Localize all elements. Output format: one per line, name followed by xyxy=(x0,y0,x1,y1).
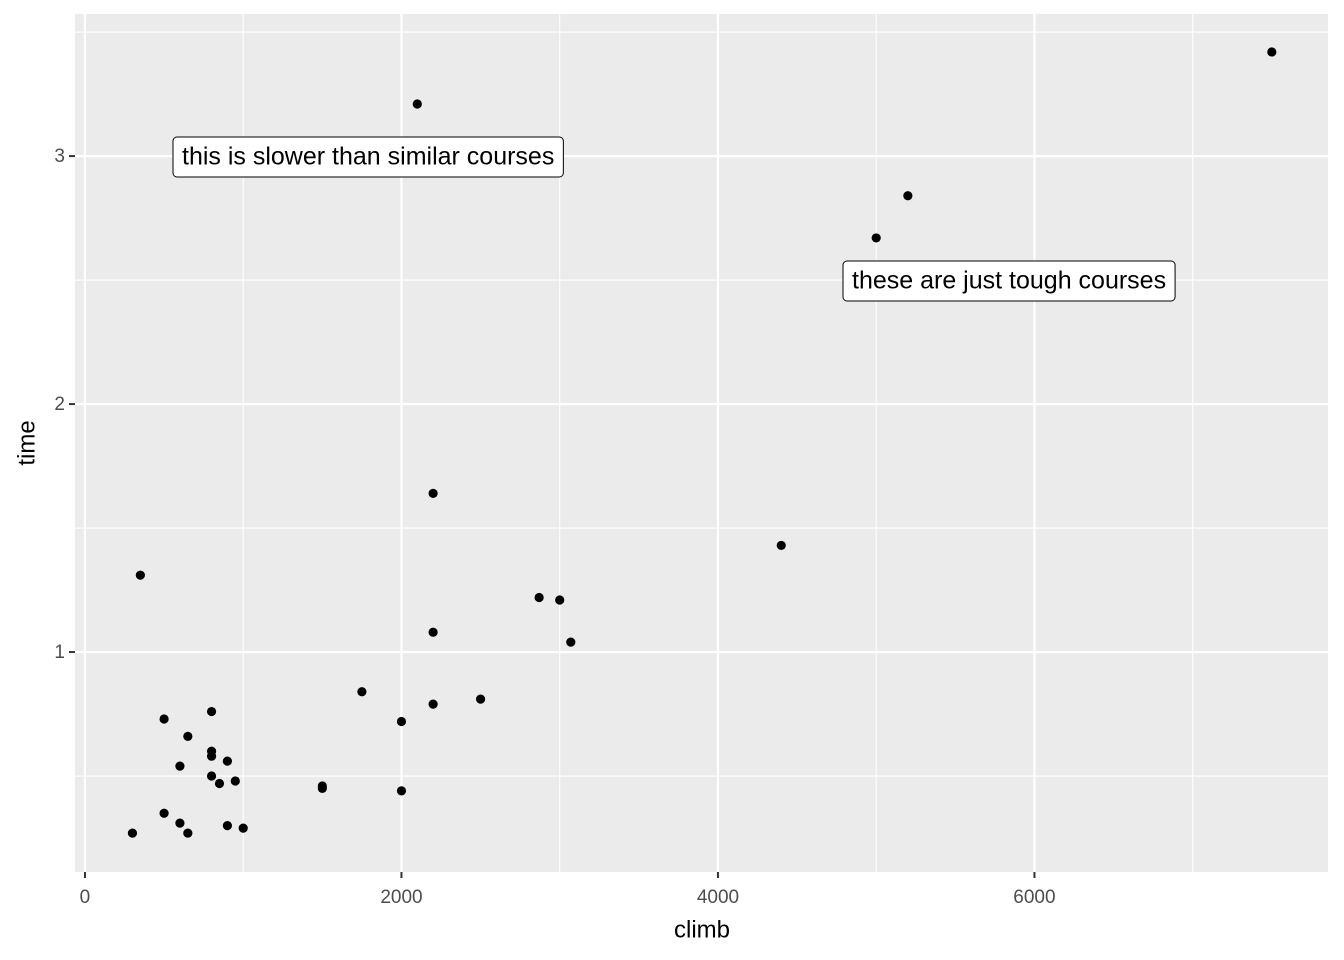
grid xyxy=(75,14,1328,872)
point xyxy=(357,687,367,697)
annotation-box xyxy=(172,136,564,178)
y-tick-label: 3 xyxy=(54,146,65,167)
x-tick-label: 4000 xyxy=(697,887,739,908)
x-axis-title: climb xyxy=(674,916,730,943)
y-axis-title: time xyxy=(13,420,40,465)
point xyxy=(396,786,407,796)
point xyxy=(127,828,138,838)
point xyxy=(566,637,576,647)
point xyxy=(214,778,225,789)
point xyxy=(428,488,438,498)
point xyxy=(428,627,438,637)
annotation: this is slower than similar courses xyxy=(172,136,564,178)
x-tick-label: 0 xyxy=(80,887,91,908)
point xyxy=(396,716,407,727)
point xyxy=(238,823,248,833)
annotation: these are just tough courses xyxy=(842,260,1176,302)
point xyxy=(159,714,169,724)
point xyxy=(183,731,193,741)
points xyxy=(127,47,1277,838)
annotation-box xyxy=(842,260,1176,302)
point xyxy=(534,592,544,603)
point xyxy=(903,191,913,201)
y-tick-label: 1 xyxy=(54,642,65,663)
point xyxy=(317,783,327,794)
y-tick-label: 2 xyxy=(54,394,65,415)
point xyxy=(222,756,232,766)
x-tick-label: 2000 xyxy=(380,887,422,908)
point xyxy=(230,776,240,786)
point xyxy=(183,828,193,838)
point xyxy=(222,821,232,831)
annotation-label: these are just tough courses xyxy=(852,267,1166,295)
point xyxy=(871,233,881,243)
point xyxy=(206,771,217,781)
point xyxy=(1267,47,1277,57)
point xyxy=(135,570,145,580)
point xyxy=(776,540,786,551)
point xyxy=(428,699,438,709)
point xyxy=(206,751,217,761)
point xyxy=(159,808,169,818)
point xyxy=(175,818,185,828)
point xyxy=(475,694,486,704)
point xyxy=(555,595,565,605)
point xyxy=(175,761,185,771)
point xyxy=(206,706,217,717)
x-tick-label: 6000 xyxy=(1013,887,1055,908)
annotation-label: this is slower than similar courses xyxy=(182,143,554,171)
point xyxy=(412,99,422,109)
